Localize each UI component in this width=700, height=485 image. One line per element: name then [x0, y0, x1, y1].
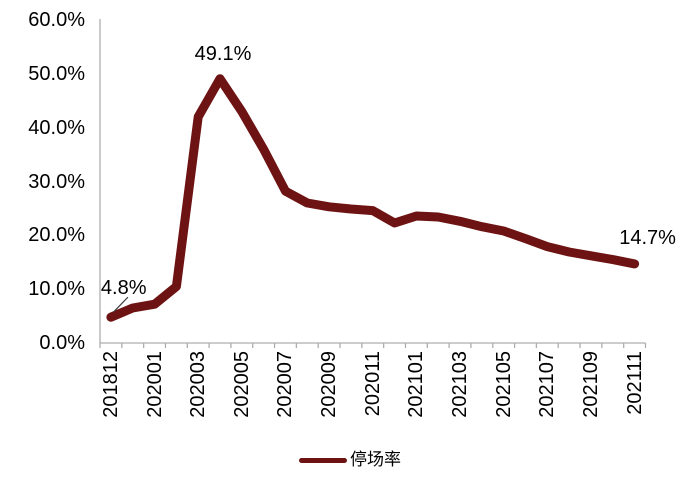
x-axis-tick-label: 202109 — [579, 351, 602, 418]
x-axis-tick-label: 202005 — [230, 351, 253, 418]
y-axis-tick-label: 20.0% — [28, 224, 85, 247]
y-axis-tick-label: 30.0% — [28, 170, 85, 193]
x-axis-tick-label: 202009 — [318, 351, 341, 418]
y-axis-tick-label: 50.0% — [28, 62, 85, 85]
x-axis-tick-label: 202103 — [449, 351, 472, 418]
legend-line-swatch — [299, 457, 347, 463]
y-axis-tick-label: 10.0% — [28, 278, 85, 301]
x-axis-tick-label: 202111 — [623, 351, 646, 415]
data-label: 49.1% — [194, 42, 252, 65]
legend: 停场率 — [0, 447, 700, 473]
x-axis-tick-label: 202007 — [274, 351, 297, 418]
x-axis-tick-label: 202107 — [536, 351, 559, 418]
x-axis-tick-label: 202003 — [187, 351, 210, 418]
legend-label: 停场率 — [350, 450, 401, 469]
annotation-leader-line — [112, 296, 129, 313]
x-axis-tick-label: 202011 — [361, 351, 384, 417]
x-axis-tick-label: 202101 — [405, 351, 428, 418]
x-axis-tick-label: 202001 — [143, 351, 166, 418]
data-label: 14.7% — [619, 226, 676, 249]
y-axis-tick-label: 0.0% — [39, 332, 85, 354]
x-axis-tick-label: 201812 — [99, 351, 122, 418]
trend-line — [106, 74, 640, 322]
y-axis-tick-label: 40.0% — [28, 116, 85, 139]
data-label: 4.8% — [100, 277, 147, 300]
x-axis-tick-label: 202105 — [492, 351, 515, 418]
y-axis-tick-label: 60.0% — [28, 9, 85, 31]
